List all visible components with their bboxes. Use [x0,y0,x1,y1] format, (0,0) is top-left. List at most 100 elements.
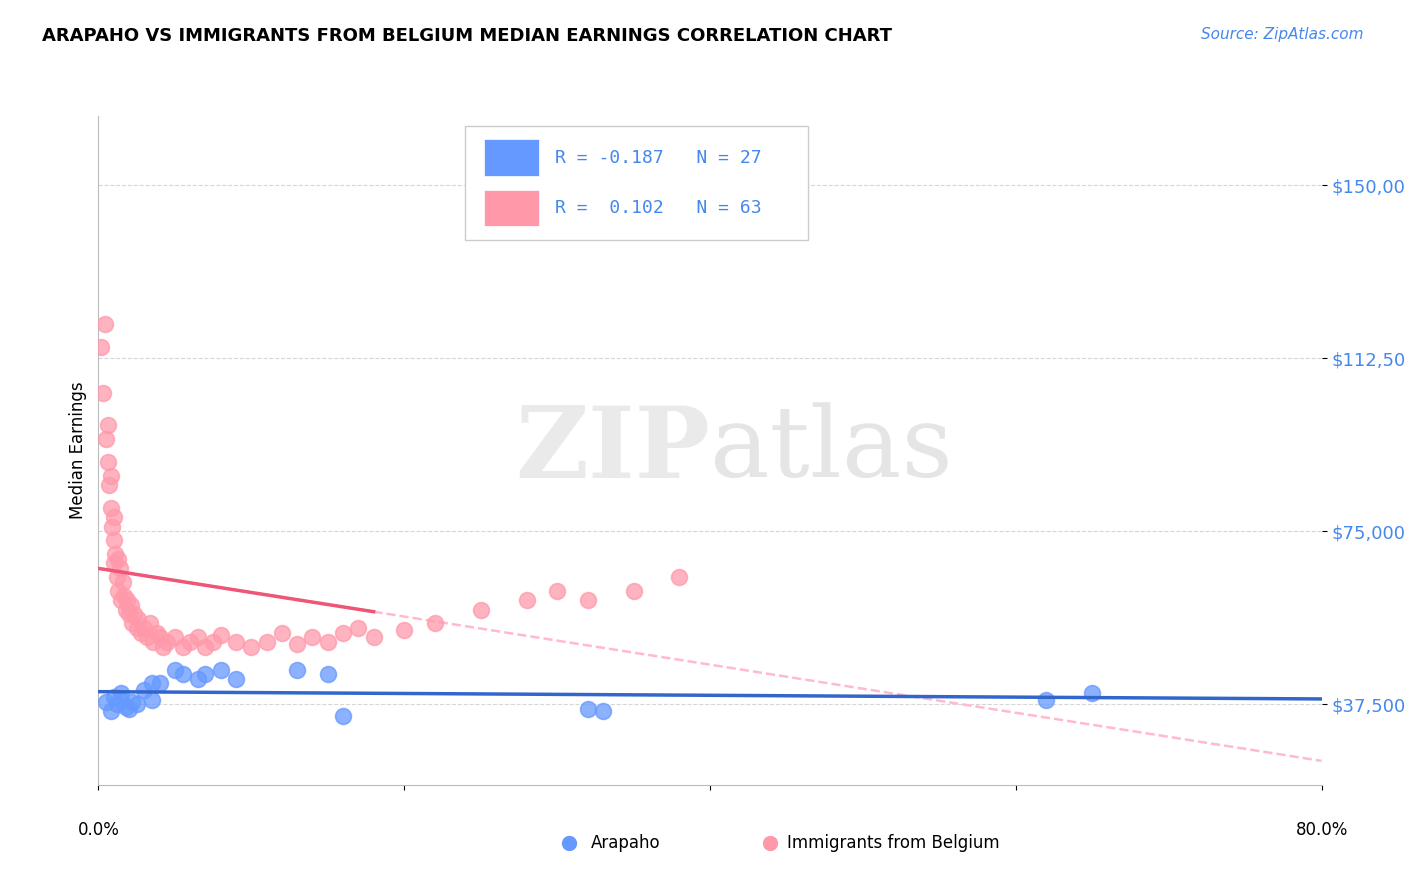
Point [118,607,141,622]
Point [103,690,125,705]
Point [134,621,156,635]
Point [125,697,148,711]
Point [134,683,156,698]
Point [392,624,416,638]
Point [101,519,124,533]
Point [592,704,614,718]
Point [516,593,538,607]
Point [118,702,141,716]
Point [316,635,339,649]
Point [209,628,232,642]
Text: Immigrants from Belgium: Immigrants from Belgium [787,834,1000,852]
Point [172,667,194,681]
Point [141,676,163,690]
Point [93,317,115,331]
Point [145,625,167,640]
Point [270,625,292,640]
Point [100,501,122,516]
Point [558,836,581,850]
Point [100,468,122,483]
Point [103,533,125,548]
Point [256,635,278,649]
Text: R =  0.102   N = 63: R = 0.102 N = 63 [555,199,761,218]
Point [107,584,129,599]
Point [97,418,120,433]
Text: 0.0%: 0.0% [77,821,120,838]
Point [363,630,385,644]
Bar [484,139,538,177]
Text: atlas: atlas [710,402,953,499]
Point [142,635,165,649]
Point [110,593,132,607]
Point [623,584,645,599]
Point [112,589,135,603]
Point [240,640,263,654]
Point [156,635,179,649]
Point [172,640,194,654]
Point [194,667,217,681]
Point [90,340,112,354]
Text: Source: ZipAtlas.com: Source: ZipAtlas.com [1201,27,1364,42]
Text: R = -0.187   N = 27: R = -0.187 N = 27 [555,149,761,167]
Point [94,432,117,446]
Point [225,635,247,649]
Point [163,630,186,644]
Point [194,640,217,654]
Point [470,602,492,616]
Point [100,704,122,718]
Point [136,630,159,644]
Point [125,621,148,635]
Point [91,385,114,400]
Point [121,695,143,709]
Point [332,625,354,640]
Point [129,625,152,640]
Point [202,635,225,649]
Point [121,616,143,631]
Point [187,672,209,686]
Point [105,570,128,584]
Point [1081,686,1104,700]
Point [149,676,172,690]
Point [110,692,132,706]
Text: Arapaho: Arapaho [591,834,661,852]
Text: 80.0%: 80.0% [1295,821,1348,838]
Point [111,574,134,589]
Point [152,640,174,654]
Point [149,630,172,644]
Bar [484,189,538,227]
Point [139,616,162,631]
Point [163,663,186,677]
Point [576,702,599,716]
Point [105,697,128,711]
Point [141,692,163,706]
Point [98,478,121,492]
Text: ZIP: ZIP [515,402,710,499]
Point [104,547,127,561]
Point [316,667,339,681]
Point [117,593,139,607]
Point [301,630,323,644]
Point [285,663,308,677]
Point [209,663,232,677]
Y-axis label: Median Earnings: Median Earnings [69,382,87,519]
Point [115,699,138,714]
Point [107,552,129,566]
Point [97,455,120,469]
Point [110,686,132,700]
Point [94,695,117,709]
Point [103,557,125,571]
Point [347,621,370,635]
FancyBboxPatch shape [465,126,808,240]
Point [668,570,690,584]
Point [187,630,209,644]
Point [108,561,131,575]
Point [120,598,142,612]
Point [285,637,308,651]
Point [1035,692,1057,706]
Point [122,607,145,622]
Point [576,593,599,607]
Point [759,836,782,850]
Point [225,672,247,686]
Point [179,635,201,649]
Point [115,602,138,616]
